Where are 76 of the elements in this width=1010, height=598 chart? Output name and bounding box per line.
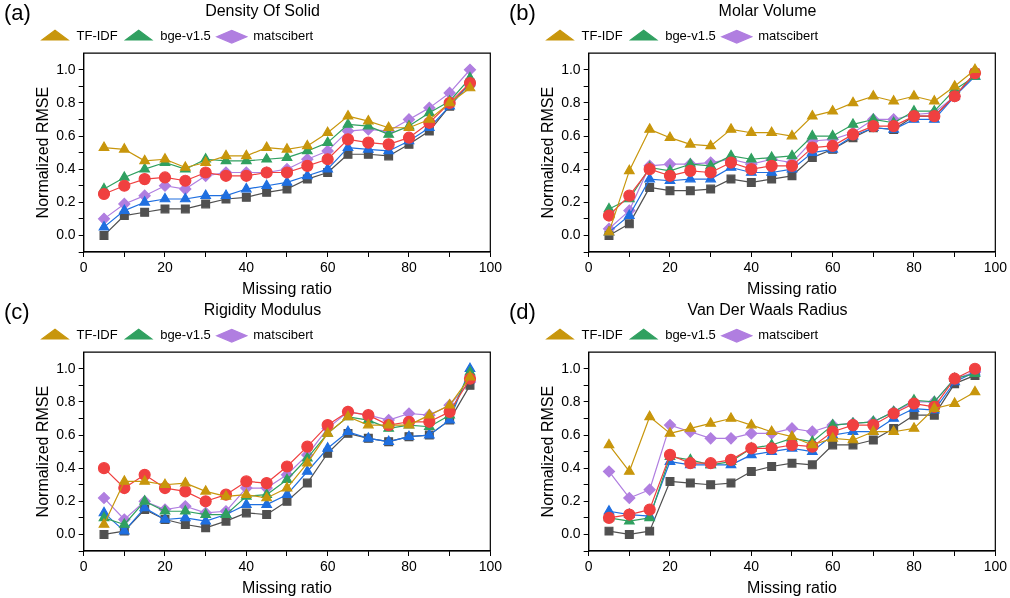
legend-label: TF-IDF xyxy=(581,327,623,343)
y-tick-label: 0.8 xyxy=(56,93,76,110)
y-tick-label: 0.2 xyxy=(56,193,76,210)
x-tick-label: 100 xyxy=(478,259,503,276)
x-axis-title: Missing ratio xyxy=(242,578,332,596)
legend-label: matscibert xyxy=(253,327,314,343)
legend-label: bge-v1.5 xyxy=(160,327,211,343)
y-axis-title: Normalized RMSE xyxy=(539,385,557,518)
x-tick-label: 100 xyxy=(983,558,1008,575)
legend-label: matscibert xyxy=(758,327,819,343)
y-tick-label: 0.2 xyxy=(56,492,76,509)
y-tick-label: 0.4 xyxy=(56,160,76,177)
x-tick-label: 80 xyxy=(401,259,417,276)
x-axis-title: Missing ratio xyxy=(242,279,332,297)
y-tick-label: 0.4 xyxy=(561,459,581,476)
chart-title: Density Of Solid xyxy=(205,2,320,20)
chart-title: Molar Volume xyxy=(718,2,817,20)
x-tick-label: 0 xyxy=(79,259,88,276)
legend-label: bge-v1.5 xyxy=(665,327,716,343)
y-tick-label: 0.6 xyxy=(56,126,76,143)
y-tick-label: 0.8 xyxy=(561,392,581,409)
y-tick-label: 0.4 xyxy=(56,459,76,476)
chart-title: Van Der Waals Radius xyxy=(687,301,848,319)
text: (b) xyxy=(509,0,536,26)
x-tick-label: 20 xyxy=(157,259,173,276)
x-tick-label: 80 xyxy=(906,259,922,276)
text: (d) xyxy=(509,299,536,325)
text: 0.0 xyxy=(561,525,581,542)
x-tick-label: 0 xyxy=(79,558,88,575)
text: 0.0 xyxy=(56,525,76,542)
y-tick-label: 0.8 xyxy=(56,392,76,409)
chart-title: Rigidity Modulus xyxy=(203,301,322,319)
x-axis-title: Missing ratio xyxy=(747,578,837,596)
x-tick-label: 40 xyxy=(743,558,760,575)
text: 1.0 xyxy=(56,60,76,77)
x-tick-label: 80 xyxy=(906,558,922,575)
text: 1.0 xyxy=(561,359,581,376)
y-axis-title: Normalized RMSE xyxy=(539,86,557,219)
text: 0.0 xyxy=(561,226,581,243)
x-tick-label: 0 xyxy=(584,558,593,575)
x-tick-label: 80 xyxy=(401,558,417,575)
x-tick-label: 60 xyxy=(319,259,336,276)
text: (c) xyxy=(4,299,30,325)
y-tick-label: 0.6 xyxy=(561,126,581,143)
legend-label: matscibert xyxy=(758,28,819,44)
x-tick-label: 40 xyxy=(238,558,255,575)
legend-label: TF-IDF xyxy=(76,327,118,343)
x-axis-title: Missing ratio xyxy=(747,279,837,297)
y-tick-label: 0.8 xyxy=(561,93,581,110)
text: 1.0 xyxy=(561,60,581,77)
x-tick-label: 20 xyxy=(662,259,678,276)
x-tick-label: 60 xyxy=(319,558,336,575)
text: 1.0 xyxy=(56,359,76,376)
x-tick-label: 60 xyxy=(824,558,841,575)
y-tick-label: 0.2 xyxy=(561,193,581,210)
x-tick-label: 20 xyxy=(662,558,678,575)
x-tick-label: 40 xyxy=(238,259,255,276)
legend-label: bge-v1.5 xyxy=(160,28,211,44)
x-tick-label: 100 xyxy=(983,259,1008,276)
legend-label: matscibert xyxy=(253,28,314,44)
text: 0.0 xyxy=(56,226,76,243)
legend-label: TF-IDF xyxy=(76,28,118,44)
x-tick-label: 0 xyxy=(584,259,593,276)
x-tick-label: 40 xyxy=(743,259,760,276)
x-tick-label: 20 xyxy=(157,558,173,575)
y-tick-label: 0.4 xyxy=(561,160,581,177)
y-axis-title: Normalized RMSE xyxy=(34,86,52,219)
y-axis-title: Normalized RMSE xyxy=(34,385,52,518)
y-tick-label: 0.6 xyxy=(56,425,76,442)
legend-label: TF-IDF xyxy=(581,28,623,44)
x-tick-label: 60 xyxy=(824,259,841,276)
text: (a) xyxy=(4,0,31,26)
y-tick-label: 0.2 xyxy=(561,492,581,509)
x-tick-label: 100 xyxy=(478,558,503,575)
y-tick-label: 0.6 xyxy=(561,425,581,442)
legend-label: bge-v1.5 xyxy=(665,28,716,44)
